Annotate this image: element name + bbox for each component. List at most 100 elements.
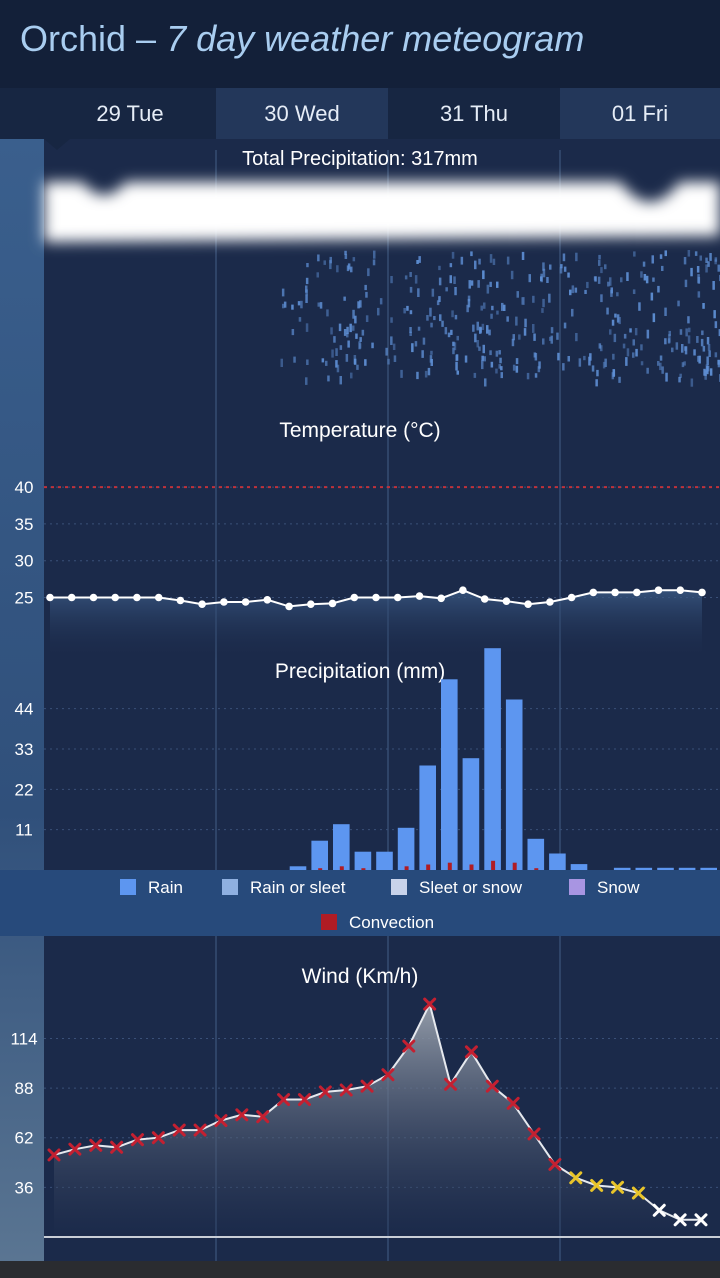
rain-drop xyxy=(450,329,453,335)
rain-drop xyxy=(476,340,479,348)
wind-marker xyxy=(527,1127,541,1141)
rain-drop xyxy=(708,350,711,357)
temperature-point xyxy=(633,588,641,597)
rain-drop xyxy=(367,268,370,277)
rain-drop xyxy=(353,358,357,365)
rain-drop xyxy=(717,264,720,272)
rain-drop xyxy=(598,254,601,260)
rain-drop xyxy=(690,378,694,387)
rain-drop xyxy=(632,339,635,346)
wind-marker xyxy=(569,1171,583,1185)
tab-day-2[interactable]: 30 Wed xyxy=(216,88,388,139)
rain-drop xyxy=(684,346,688,355)
legend-item-sleet-or-snow[interactable]: Sleet or snow xyxy=(391,878,522,898)
temperature-point xyxy=(328,599,337,608)
rain-bar xyxy=(613,867,631,870)
rain-drop xyxy=(709,253,712,261)
rain-drop xyxy=(343,329,347,336)
rain-drop xyxy=(550,335,553,344)
rain-bar xyxy=(419,765,436,870)
rain-drop xyxy=(503,304,506,311)
total-precipitation-label: Total Precipitation: 317mm xyxy=(242,148,478,170)
wind-marker xyxy=(360,1079,374,1093)
rain-drop xyxy=(352,309,355,319)
rain-drop xyxy=(306,263,309,268)
rain-drop xyxy=(596,369,599,377)
rain-drop xyxy=(679,373,682,378)
rain-drop xyxy=(339,345,343,350)
page-title: Orchid – 7 day weather meteogram xyxy=(20,18,585,59)
y-tick-label: 40 xyxy=(15,478,34,497)
rain-drop xyxy=(703,368,706,376)
tab-day-4[interactable]: 01 Fri xyxy=(560,88,720,139)
precipitation-ticks: 11 22 33 44 xyxy=(15,700,34,840)
legend-swatch-rain-or-sleet xyxy=(222,879,238,895)
rain-drop xyxy=(409,327,412,333)
convection-bar xyxy=(447,862,452,870)
rain-drop xyxy=(714,321,718,329)
rain-drop xyxy=(702,303,705,309)
legend-item-rain[interactable]: Rain xyxy=(120,878,183,898)
rain-drop xyxy=(486,325,489,334)
rain-bar xyxy=(527,838,545,870)
rain-drop xyxy=(416,371,419,380)
rain-drop xyxy=(344,254,348,259)
wind-marker xyxy=(318,1085,332,1099)
rain-drop xyxy=(297,301,301,306)
rain-drop xyxy=(357,301,360,309)
rain-drop xyxy=(305,377,308,385)
wind-chart: Wind (Km/h) 36 62 88 114 xyxy=(10,965,720,1238)
wind-marker xyxy=(151,1131,165,1145)
wind-title: Wind (Km/h) xyxy=(302,965,419,988)
cloud-shape xyxy=(44,182,720,242)
rain-drop xyxy=(356,364,359,370)
rain-drop xyxy=(640,271,643,278)
temperature-point xyxy=(698,588,706,597)
tab-day-1[interactable]: 29 Tue xyxy=(96,101,164,126)
wind-marker xyxy=(423,997,437,1011)
selected-day-pointer xyxy=(44,139,70,150)
rain-drop xyxy=(406,305,409,311)
tab-day-3[interactable]: 31 Thu xyxy=(439,101,509,126)
rain-drop xyxy=(595,379,598,387)
rain-drop xyxy=(693,349,696,356)
rain-drop xyxy=(705,264,708,273)
rain-drop xyxy=(546,277,549,283)
convection-bar xyxy=(491,860,496,870)
legend-item-snow[interactable]: Snow xyxy=(569,878,640,898)
rain-drop xyxy=(501,302,504,311)
rain-drop xyxy=(714,352,718,358)
rain-drop xyxy=(409,286,413,293)
rain-drop xyxy=(610,287,613,294)
convection-bar xyxy=(426,864,431,870)
rain-drop xyxy=(515,358,519,365)
legend-item-convection[interactable]: Convection xyxy=(321,913,434,933)
rain-drop xyxy=(642,261,646,267)
rain-drop xyxy=(350,266,353,273)
rain-drop xyxy=(540,276,543,281)
rain-drop xyxy=(632,289,636,294)
rain-drop xyxy=(645,275,649,284)
rain-drop xyxy=(697,291,701,298)
rain-drop xyxy=(489,350,492,356)
rain-bar xyxy=(376,851,393,870)
rain-drop xyxy=(586,281,589,289)
rain-drop xyxy=(717,359,720,365)
rain-drop xyxy=(521,297,524,305)
rain-drop xyxy=(712,281,715,290)
rain-drop xyxy=(626,348,630,357)
rain-drop xyxy=(343,296,346,301)
rain-drop xyxy=(574,287,578,293)
rain-drop xyxy=(444,327,448,335)
rain-drop xyxy=(702,345,706,352)
legend-item-rain-or-sleet[interactable]: Rain or sleet xyxy=(222,878,345,898)
rain-drop xyxy=(625,357,628,366)
rain-drop xyxy=(414,275,418,284)
axis-column xyxy=(0,139,44,1261)
rain-drop xyxy=(618,317,621,325)
rain-drop xyxy=(483,356,486,362)
rain-drop xyxy=(452,347,455,355)
rain-drop xyxy=(681,344,684,353)
rain-drop xyxy=(426,315,429,321)
wind-marker xyxy=(652,1203,666,1217)
